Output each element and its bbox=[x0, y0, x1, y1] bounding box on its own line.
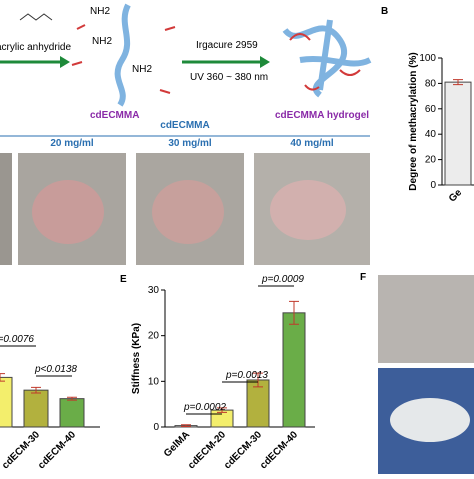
y-tick-label: 80 bbox=[425, 78, 437, 89]
concentration: 20 mg/ml bbox=[50, 138, 94, 149]
error-bar bbox=[253, 372, 263, 388]
bar bbox=[0, 376, 13, 428]
y-tick-label: 20 bbox=[148, 331, 160, 342]
x-tick-label: cdECM-40 bbox=[258, 429, 300, 471]
initiator: Irgacure 2959 bbox=[196, 40, 258, 51]
panel-label: B bbox=[381, 6, 388, 17]
uv: UV 360 ~ 380 nm bbox=[190, 72, 268, 83]
x-tick-label: cdECM-20 bbox=[186, 429, 228, 471]
error-bar bbox=[31, 386, 41, 394]
bar bbox=[59, 398, 85, 428]
hydrogel: cdECMMA hydrogel bbox=[275, 110, 369, 121]
amine: NH2 bbox=[92, 36, 112, 47]
error-bar bbox=[181, 424, 191, 428]
y-tick-label: 0 bbox=[430, 180, 436, 191]
product: cdECMMA bbox=[90, 110, 139, 121]
y-tick-label: 40 bbox=[425, 129, 437, 140]
concentration: 40 mg/ml bbox=[290, 138, 334, 149]
panel-label: E bbox=[120, 274, 127, 285]
panel-a: acrylic anhydride NH2 NH2 NH2 cdECMMA Ir… bbox=[0, 3, 372, 121]
p-value: p=0.0002 bbox=[183, 402, 226, 413]
bar bbox=[282, 312, 306, 428]
y-tick-label: 0 bbox=[153, 422, 159, 433]
p-value: p=0.0013 bbox=[225, 370, 268, 381]
error-bar bbox=[453, 79, 463, 86]
y-tick-label: 100 bbox=[419, 53, 436, 64]
panel-c: cdECMMA 20 mg/ml 30 mg/ml 40 mg/ml bbox=[0, 120, 370, 265]
header: cdECMMA bbox=[160, 120, 209, 131]
y-tick-label: 60 bbox=[425, 104, 437, 115]
reagent: acrylic anhydride bbox=[0, 42, 71, 53]
panel-label: F bbox=[360, 272, 366, 283]
p-value: p=0.0076 bbox=[0, 334, 34, 345]
x-tick-label: cdECM-40 bbox=[36, 429, 78, 471]
y-tick-label: 30 bbox=[148, 285, 160, 296]
error-bar bbox=[217, 407, 227, 413]
amine: NH2 bbox=[90, 6, 110, 17]
bar bbox=[444, 81, 472, 186]
y-axis-label: Degree of methacrylation (%) bbox=[408, 52, 419, 190]
p-value: p<0.0138 bbox=[34, 364, 77, 375]
bar bbox=[23, 389, 49, 428]
p-value: p=0.0009 bbox=[261, 274, 304, 285]
amine: NH2 bbox=[132, 64, 152, 75]
x-tick-label: cdECM-30 bbox=[0, 429, 42, 471]
error-bar bbox=[67, 396, 77, 401]
error-bar bbox=[0, 373, 5, 382]
y-axis-label: Stiffness (KPa) bbox=[131, 323, 142, 394]
x-tick-label: cdECM-30 bbox=[222, 429, 264, 471]
x-tick-label: GelMA bbox=[162, 429, 192, 459]
y-tick-label: 10 bbox=[148, 376, 160, 387]
y-tick-label: 20 bbox=[425, 155, 437, 166]
x-tick-label: Ge bbox=[447, 187, 465, 205]
panel-f: F bbox=[360, 272, 474, 474]
concentration: 30 mg/ml bbox=[168, 138, 212, 149]
error-bar bbox=[289, 300, 299, 325]
